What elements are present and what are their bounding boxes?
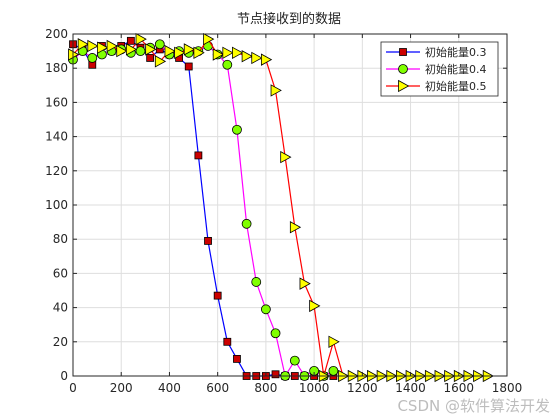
data-point bbox=[164, 44, 176, 58]
data-point bbox=[135, 32, 147, 46]
data-point bbox=[154, 39, 165, 50]
legend-label: 初始能量0.4 bbox=[425, 62, 487, 76]
data-point bbox=[271, 370, 280, 379]
legend-marker bbox=[398, 79, 410, 93]
data-point bbox=[251, 51, 263, 65]
x-tick-label: 600 bbox=[206, 381, 229, 395]
y-tick-label: 180 bbox=[45, 61, 68, 75]
y-tick-label: 140 bbox=[45, 130, 68, 144]
data-point bbox=[203, 32, 215, 46]
data-point bbox=[270, 328, 281, 339]
data-point bbox=[204, 237, 212, 245]
y-tick-label: 60 bbox=[53, 266, 68, 280]
y-tick-label: 80 bbox=[53, 232, 68, 246]
x-tick-label: 800 bbox=[254, 381, 277, 395]
data-point bbox=[260, 53, 273, 66]
data-point bbox=[280, 150, 292, 164]
data-point bbox=[260, 304, 271, 315]
data-point bbox=[126, 36, 135, 45]
x-tick-label: 400 bbox=[158, 381, 181, 395]
data-point bbox=[146, 54, 155, 62]
x-tick-label: 1600 bbox=[444, 381, 475, 395]
legend-marker bbox=[399, 48, 407, 56]
data-point bbox=[87, 53, 98, 63]
data-point bbox=[87, 39, 99, 53]
data-point bbox=[106, 39, 118, 53]
legend-label: 初始能量0.5 bbox=[425, 79, 487, 93]
x-tick-label: 1400 bbox=[395, 381, 426, 395]
y-tick-label: 20 bbox=[53, 335, 68, 349]
data-point bbox=[184, 62, 193, 71]
data-point bbox=[222, 59, 233, 70]
data-point bbox=[223, 337, 232, 346]
y-tick-label: 200 bbox=[45, 27, 68, 41]
chart-title: 节点接收到的数据 bbox=[237, 11, 341, 27]
x-tick-label: 200 bbox=[110, 381, 133, 395]
x-tick-label: 0 bbox=[69, 381, 77, 395]
data-point bbox=[299, 277, 311, 290]
data-point bbox=[289, 355, 300, 366]
data-point bbox=[193, 46, 205, 59]
data-point bbox=[309, 299, 321, 313]
series-layer bbox=[68, 32, 495, 383]
data-point bbox=[232, 46, 244, 59]
data-point bbox=[145, 43, 157, 56]
data-point bbox=[97, 41, 109, 54]
data-point bbox=[222, 46, 234, 59]
data-point bbox=[232, 124, 242, 135]
y-tick-label: 0 bbox=[60, 369, 68, 383]
data-point bbox=[328, 335, 340, 348]
legend-label: 初始能量0.3 bbox=[425, 45, 487, 59]
legend-item: 初始能量0.5 bbox=[386, 79, 487, 93]
data-point bbox=[241, 218, 252, 229]
data-point bbox=[174, 46, 186, 59]
x-tick-label: 1200 bbox=[347, 381, 378, 395]
y-tick-label: 40 bbox=[53, 301, 68, 315]
legend-marker bbox=[398, 64, 408, 74]
legend-item: 初始能量0.3 bbox=[386, 45, 487, 59]
data-point bbox=[194, 151, 203, 160]
data-point bbox=[328, 365, 339, 376]
x-tick-label: 1000 bbox=[299, 381, 330, 395]
data-point bbox=[116, 44, 128, 58]
watermark: CSDN @软件算法开发 bbox=[397, 397, 550, 415]
data-point bbox=[77, 38, 89, 51]
data-point bbox=[289, 221, 302, 234]
x-tick-label: 1800 bbox=[492, 381, 523, 395]
data-point bbox=[154, 55, 167, 68]
data-point bbox=[213, 291, 222, 300]
data-point bbox=[270, 84, 282, 97]
y-tick-label: 120 bbox=[45, 164, 68, 178]
data-point bbox=[233, 354, 241, 363]
y-tick-label: 160 bbox=[45, 95, 68, 109]
data-point bbox=[135, 46, 146, 56]
data-point bbox=[125, 43, 138, 56]
data-point bbox=[241, 50, 253, 63]
data-point bbox=[183, 43, 196, 56]
data-point bbox=[212, 48, 224, 61]
axes: 0 200 400 600 800 1000 1200 1400 1600 1800 0 20 40 60… bbox=[45, 27, 522, 395]
data-point bbox=[251, 277, 262, 287]
legend-item: 初始能量0.4 bbox=[386, 62, 487, 76]
y-tick-label: 100 bbox=[45, 198, 68, 212]
legend: 初始能量0.3 初始能量0.4 初始能量0.5 bbox=[380, 41, 499, 97]
